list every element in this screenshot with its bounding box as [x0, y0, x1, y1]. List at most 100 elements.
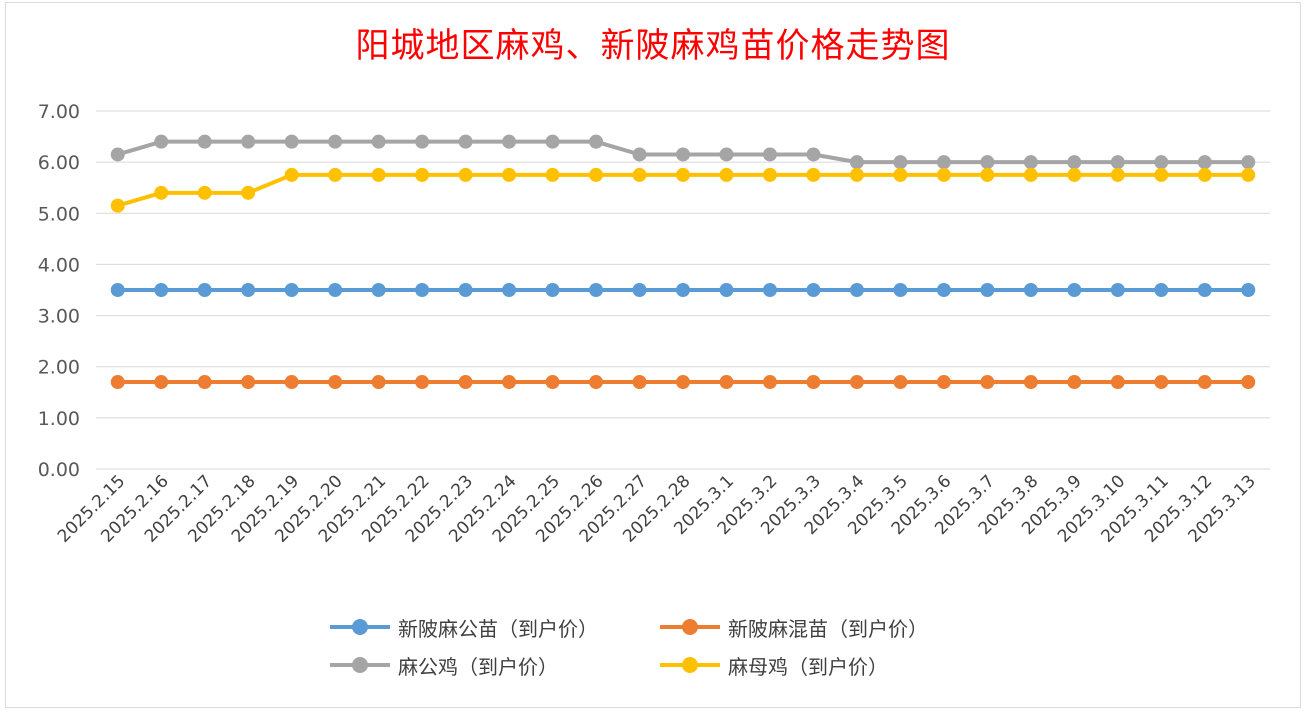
data-point — [1197, 283, 1212, 297]
data-point — [980, 155, 995, 170]
data-point — [371, 167, 386, 182]
data-point — [502, 167, 517, 182]
data-point — [154, 134, 169, 149]
data-point — [1023, 375, 1038, 390]
data-point — [1023, 167, 1038, 182]
data-point — [328, 375, 343, 390]
data-point — [545, 283, 560, 297]
series — [110, 134, 1256, 170]
data-point — [676, 167, 690, 182]
data-point — [719, 167, 734, 182]
legend-swatch — [660, 650, 720, 680]
series — [110, 283, 1256, 297]
data-point — [1197, 155, 1212, 170]
data-point — [936, 283, 951, 297]
data-point — [371, 283, 386, 297]
series — [110, 375, 1256, 390]
data-point — [328, 167, 343, 182]
data-point — [502, 375, 517, 390]
chart-title: 阳城地区麻鸡、新陂麻鸡苗价格走势图 — [355, 26, 951, 66]
data-point — [893, 155, 908, 170]
y-tick-label: 3.00 — [38, 306, 80, 328]
legend-swatch — [330, 650, 390, 680]
data-point — [632, 147, 647, 162]
data-point — [197, 283, 212, 297]
legend-swatch — [330, 612, 390, 642]
data-point — [1110, 283, 1125, 297]
data-point — [371, 375, 386, 390]
chart-frame — [5, 2, 1301, 708]
data-point — [197, 375, 212, 390]
data-point — [415, 167, 430, 182]
y-tick-label: 1.00 — [38, 408, 80, 430]
legend-label: 麻母鸡（到户价） — [728, 654, 888, 679]
data-point — [1154, 167, 1169, 182]
data-point — [241, 283, 256, 297]
data-point — [849, 283, 864, 297]
data-point — [154, 375, 169, 390]
data-point — [806, 375, 821, 390]
y-tick-label: 7.00 — [38, 101, 80, 123]
data-point — [936, 167, 951, 182]
data-point — [980, 167, 995, 182]
data-point — [1110, 375, 1125, 390]
legend-label: 新陂麻混苗（到户价） — [728, 616, 928, 641]
data-point — [893, 375, 908, 390]
legend-item[interactable]: 麻公鸡（到户价） — [330, 650, 660, 680]
data-point — [545, 167, 560, 182]
data-point — [110, 375, 125, 390]
data-point — [284, 283, 299, 297]
legend-item[interactable]: 新陂麻混苗（到户价） — [660, 612, 990, 642]
data-point — [1241, 375, 1256, 390]
data-point — [502, 283, 517, 297]
data-point — [110, 198, 125, 213]
data-point — [197, 185, 212, 200]
data-point — [589, 283, 604, 297]
legend-label: 新陂麻公苗（到户价） — [398, 616, 598, 641]
x-axis-ticks: 2025.2.152025.2.162025.2.172025.2.182025… — [54, 471, 1260, 546]
data-point — [1110, 155, 1125, 170]
legend-label: 麻公鸡（到户价） — [398, 654, 558, 679]
data-point — [328, 283, 343, 297]
data-point — [458, 283, 473, 297]
data-point — [719, 375, 734, 390]
data-point — [1154, 283, 1169, 297]
data-point — [762, 375, 777, 390]
data-point — [632, 375, 647, 390]
data-point — [284, 375, 299, 390]
legend-swatch — [660, 612, 720, 642]
data-point — [849, 155, 864, 170]
data-point — [762, 167, 777, 182]
data-point — [936, 155, 951, 170]
legend-marker — [352, 657, 368, 673]
data-point — [980, 283, 995, 297]
data-point — [154, 185, 169, 200]
y-tick-label: 5.00 — [38, 203, 80, 225]
legend-item[interactable]: 新陂麻公苗（到户价） — [330, 612, 660, 642]
data-point — [1110, 167, 1125, 182]
data-point — [936, 375, 951, 390]
data-point — [415, 283, 430, 297]
y-tick-label: 6.00 — [38, 152, 80, 174]
data-point — [415, 375, 430, 390]
data-point — [284, 134, 299, 149]
legend-item[interactable]: 麻母鸡（到户价） — [660, 650, 990, 680]
data-point — [1197, 167, 1212, 182]
data-point — [458, 134, 473, 149]
data-point — [1067, 167, 1082, 182]
data-point — [762, 147, 777, 162]
data-point — [1241, 155, 1256, 170]
data-point — [1154, 155, 1169, 170]
data-point — [154, 283, 169, 297]
legend-marker — [682, 619, 698, 635]
data-point — [676, 375, 690, 390]
data-point — [415, 134, 430, 149]
data-point — [458, 167, 473, 182]
data-point — [1067, 283, 1082, 297]
data-point — [1197, 375, 1212, 390]
data-point — [589, 134, 604, 149]
data-point — [241, 375, 256, 390]
data-point — [110, 283, 125, 297]
data-point — [762, 283, 777, 297]
legend: 新陂麻公苗（到户价） 新陂麻混苗（到户价） 麻公鸡（到户价） 麻母鸡（到户价） — [330, 612, 1030, 680]
